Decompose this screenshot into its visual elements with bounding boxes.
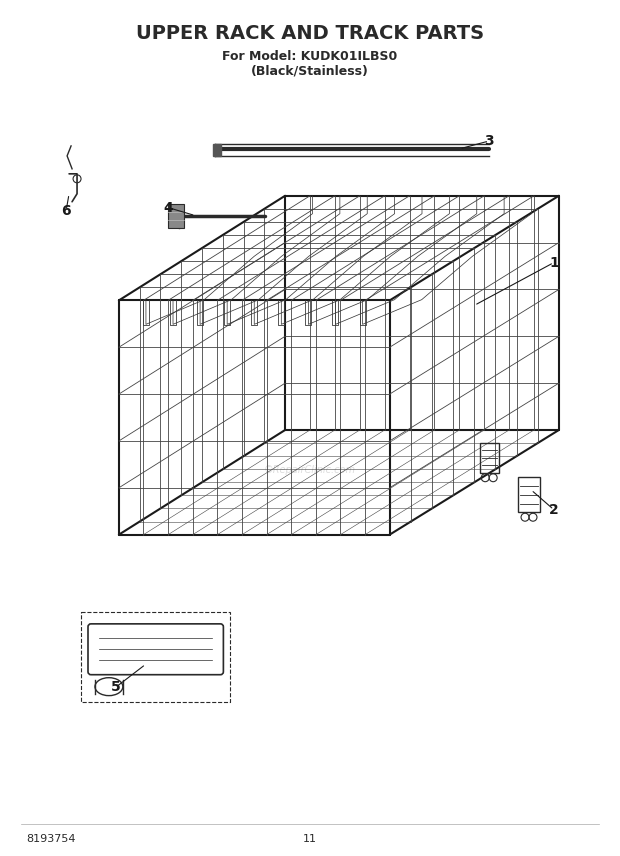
Text: 5: 5 (111, 681, 121, 694)
Text: 1: 1 (549, 256, 559, 270)
Text: 2: 2 (549, 502, 559, 517)
Text: 4: 4 (164, 200, 174, 215)
Text: (Black/Stainless): (Black/Stainless) (251, 65, 369, 78)
Text: 11: 11 (303, 834, 317, 844)
Bar (518, 478, 540, 512)
Text: 3: 3 (484, 134, 494, 148)
Bar (480, 443, 498, 473)
Text: ©RepairClinic.com: ©RepairClinic.com (264, 465, 356, 475)
Text: For Model: KUDK01ILBS0: For Model: KUDK01ILBS0 (223, 50, 397, 62)
Text: UPPER RACK AND TRACK PARTS: UPPER RACK AND TRACK PARTS (136, 24, 484, 43)
Text: 8193754: 8193754 (26, 834, 76, 844)
Bar (167, 204, 184, 228)
Text: 6: 6 (61, 204, 71, 217)
Bar (213, 144, 221, 156)
Bar (81, 612, 231, 702)
